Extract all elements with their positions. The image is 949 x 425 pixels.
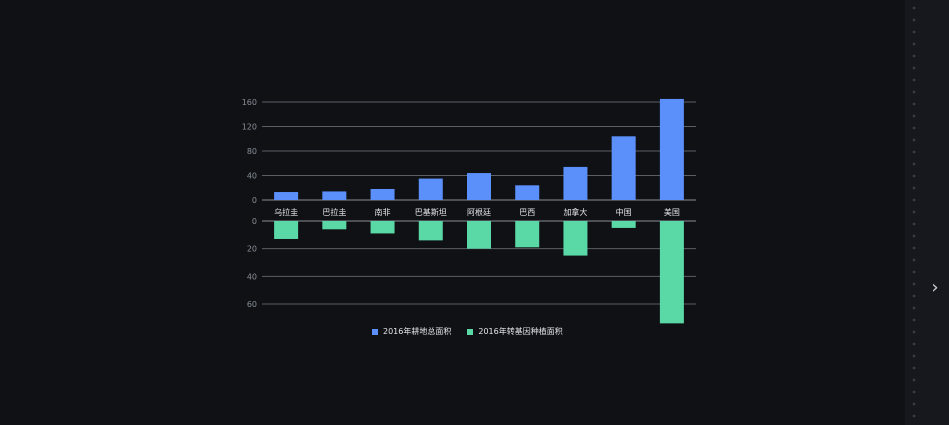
bar-series-2 — [515, 221, 540, 248]
category-label: 阿根廷 — [467, 207, 491, 217]
bar-series-1 — [274, 192, 299, 200]
bar-series-2 — [659, 221, 684, 324]
category-label: 美国 — [664, 207, 680, 217]
category-label: 巴拉圭 — [322, 207, 346, 217]
bar-series-2 — [467, 221, 491, 249]
bottom-tick-label: 60 — [247, 300, 257, 309]
bar-series-2 — [322, 221, 347, 230]
top-tick-label: 0 — [252, 196, 257, 205]
category-labels: 乌拉圭 巴拉圭 南非 巴基斯坦 阿根廷 巴西 加拿大 中国 美国 — [274, 207, 680, 217]
bottom-series-bars — [274, 221, 684, 324]
category-label: 加拿大 — [563, 207, 587, 217]
category-label: 乌拉圭 — [274, 207, 298, 217]
legend-item-series-1[interactable]: 2016年耕地总面积 — [372, 326, 451, 337]
bar-series-2 — [563, 221, 588, 256]
category-label: 巴西 — [519, 208, 535, 217]
bar-series-1 — [611, 136, 636, 200]
bar-series-2 — [418, 221, 443, 241]
legend-label-series-1: 2016年耕地总面积 — [383, 327, 452, 336]
legend-label-series-2: 2016年转基因种植面积 — [478, 327, 563, 336]
top-series-bars — [274, 98, 684, 200]
bottom-axis-ticks: 0 20 40 60 — [247, 217, 257, 309]
legend-swatch-series-1 — [372, 328, 378, 335]
bottom-tick-label: 20 — [247, 245, 257, 254]
legend-item-series-2[interactable]: 2016年转基因种植面积 — [467, 326, 563, 337]
bar-series-1 — [322, 191, 347, 200]
bottom-tick-label: 0 — [252, 217, 257, 226]
bar-series-1 — [467, 173, 491, 200]
category-label: 巴基斯坦 — [415, 207, 447, 217]
bar-series-2 — [274, 221, 299, 239]
bar-series-1 — [418, 178, 443, 200]
legend-swatch-series-2 — [467, 328, 474, 335]
top-tick-label: 160 — [242, 98, 257, 107]
top-tick-label: 80 — [247, 147, 257, 156]
category-label: 南非 — [375, 207, 391, 217]
bar-series-1 — [659, 98, 684, 200]
top-tick-label: 40 — [247, 172, 257, 181]
bar-series-1 — [563, 166, 588, 200]
legend: 2016年耕地总面积 2016年转基因种植面积 — [372, 326, 563, 337]
bar-series-2 — [370, 221, 395, 234]
category-label: 中国 — [616, 207, 632, 217]
top-axis-ticks: 0 40 80 120 160 — [242, 98, 257, 205]
bar-series-1 — [370, 188, 395, 200]
resize-handle-rail[interactable] — [905, 0, 925, 425]
top-tick-label: 120 — [242, 123, 257, 132]
bar-series-1 — [515, 185, 540, 200]
chevron-right-icon: › — [931, 277, 939, 298]
expand-panel-button[interactable]: › — [925, 275, 945, 301]
bottom-tick-label: 40 — [247, 272, 257, 281]
bar-series-2 — [611, 221, 636, 228]
